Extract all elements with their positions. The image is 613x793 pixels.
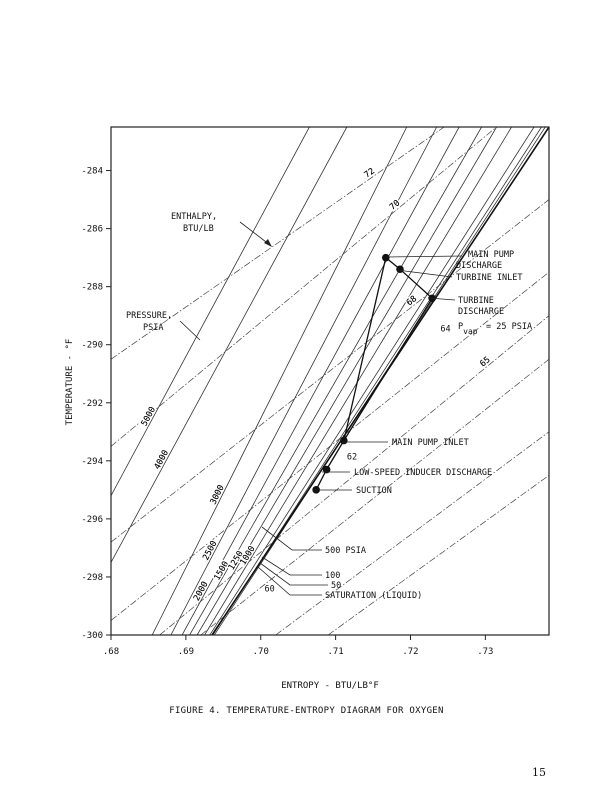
isenthalp-62	[275, 431, 549, 635]
isenthalp-60	[327, 475, 549, 635]
plot-frame	[110, 126, 550, 636]
axes: .68 .69 .70 .71 .72 .73 -284 -286 -288 -290 -292 -2…	[81, 167, 493, 657]
p-vap-label: Pvap	[458, 322, 478, 336]
x-tick-label: .70	[253, 647, 269, 657]
isenthalp-65	[159, 315, 549, 635]
turbine-inlet-leader	[396, 269, 453, 278]
cycle-point-low-speed-inducer-discharge	[322, 465, 331, 474]
isobar-500	[209, 127, 535, 635]
turbine-discharge-line2: DISCHARGE	[458, 307, 504, 317]
isenthalp-66	[111, 271, 549, 621]
saturation-leader	[257, 566, 322, 596]
pressure-label-line2: PSIA	[143, 323, 163, 333]
enthalpy-leader	[239, 221, 271, 246]
pressure-leader	[179, 320, 201, 341]
pump-cycle-path	[312, 253, 437, 494]
psia-500-label: 500 PSIA	[325, 546, 366, 556]
y-tick-label: -298	[81, 573, 103, 583]
p100-leader	[261, 556, 322, 576]
isobar-2000	[181, 127, 460, 635]
figure-caption: FIGURE 4. TEMPERATURE-ENTROPY DIAGRAM FO…	[169, 706, 444, 716]
p-vap-value: = 25 PSIA	[486, 322, 532, 332]
annotations: ENTROPY - BTU/LB°F TEMPERATURE - °F ENTH…	[65, 212, 532, 691]
isobar-1250	[196, 127, 497, 635]
low-speed-inducer-label: LOW-SPEED INDUCER DISCHARGE	[354, 468, 492, 478]
main-pump-discharge-leader	[385, 255, 463, 258]
enthalpy-label-line1: ENTHALPY,	[171, 212, 217, 222]
p100-label: 100	[325, 571, 340, 581]
isenthalp-lines	[111, 127, 549, 635]
isobar-1000-label: 1000	[238, 544, 257, 567]
main-pump-discharge-line2: DISCHARGE	[456, 261, 502, 271]
isobar-2500	[170, 127, 438, 635]
isenthalp-60-label: 60	[264, 584, 274, 594]
isenthalp-64-label: 64	[440, 325, 450, 335]
main-pump-inlet-label: MAIN PUMP INLET	[392, 438, 469, 448]
isenthalp-70-label: 70	[388, 198, 402, 212]
main-pump-discharge-line1: MAIN PUMP	[468, 250, 514, 260]
turbine-discharge-line1: TURBINE	[458, 296, 494, 306]
isenthalp-68-label: 68	[405, 294, 419, 308]
enthalpy-arrowhead	[264, 239, 272, 247]
isenthalp-68	[111, 199, 549, 543]
cycle-point-main-pump-inlet	[340, 436, 348, 445]
isobar-5000-label: 5000	[140, 405, 159, 428]
isobar-3000	[151, 127, 408, 635]
isobar-3000-label: 3000	[209, 484, 227, 507]
p50-leader	[259, 562, 328, 586]
saturation-label: SATURATION (LIQUID)	[325, 591, 422, 601]
isenthalp-62-label: 62	[347, 452, 357, 462]
isobar-2500-label: 2500	[201, 539, 219, 562]
isenthalp-70	[111, 127, 497, 447]
isobar-2000-label: 2000	[192, 580, 211, 603]
x-tick-label: .73	[477, 647, 493, 657]
isobar-4000-label: 4000	[153, 449, 172, 472]
y-tick-label: -284	[81, 167, 103, 177]
x-axis-title: ENTROPY - BTU/LB°F	[281, 681, 379, 691]
x-tick-label: .72	[402, 647, 418, 657]
isobar-4000	[111, 127, 348, 563]
cycle-path-line	[315, 256, 434, 491]
page-number: 15	[532, 766, 546, 779]
p50-label: 50	[331, 581, 341, 591]
x-tick-label: .71	[327, 647, 343, 657]
enthalpy-label-line2: BTU/LB	[183, 224, 214, 234]
pressure-label-line1: PRESSURE,	[126, 311, 172, 321]
isobar-lines	[111, 127, 546, 635]
turbine-discharge-leader	[427, 297, 456, 301]
y-tick-label: -292	[81, 399, 103, 409]
isobar-1500	[189, 127, 482, 635]
y-tick-label: -300	[81, 631, 103, 641]
psia-500-leader	[261, 526, 322, 551]
isobar-5000	[111, 127, 310, 496]
isenthalp-72-label: 72	[363, 166, 377, 180]
turbine-inlet-label: TURBINE INLET	[456, 273, 523, 283]
y-tick-label: -286	[81, 225, 103, 235]
y-tick-label: -290	[81, 341, 103, 351]
y-tick-label: -296	[81, 515, 103, 525]
isenthalp-64	[200, 358, 549, 635]
y-tick-label: -288	[81, 283, 103, 293]
y-axis-title: TEMPERATURE - °F	[65, 339, 75, 426]
suction-label: SUCTION	[356, 486, 392, 496]
x-tick-label: .69	[178, 647, 194, 657]
cycle-point-turbine-inlet	[396, 265, 404, 274]
isenthalp-65-label: 65	[478, 355, 492, 369]
cycle-point-main-pump-discharge	[381, 253, 390, 262]
isenthalp-72	[111, 127, 445, 360]
y-tick-label: -294	[81, 457, 103, 467]
x-tick-label: .68	[103, 647, 119, 657]
